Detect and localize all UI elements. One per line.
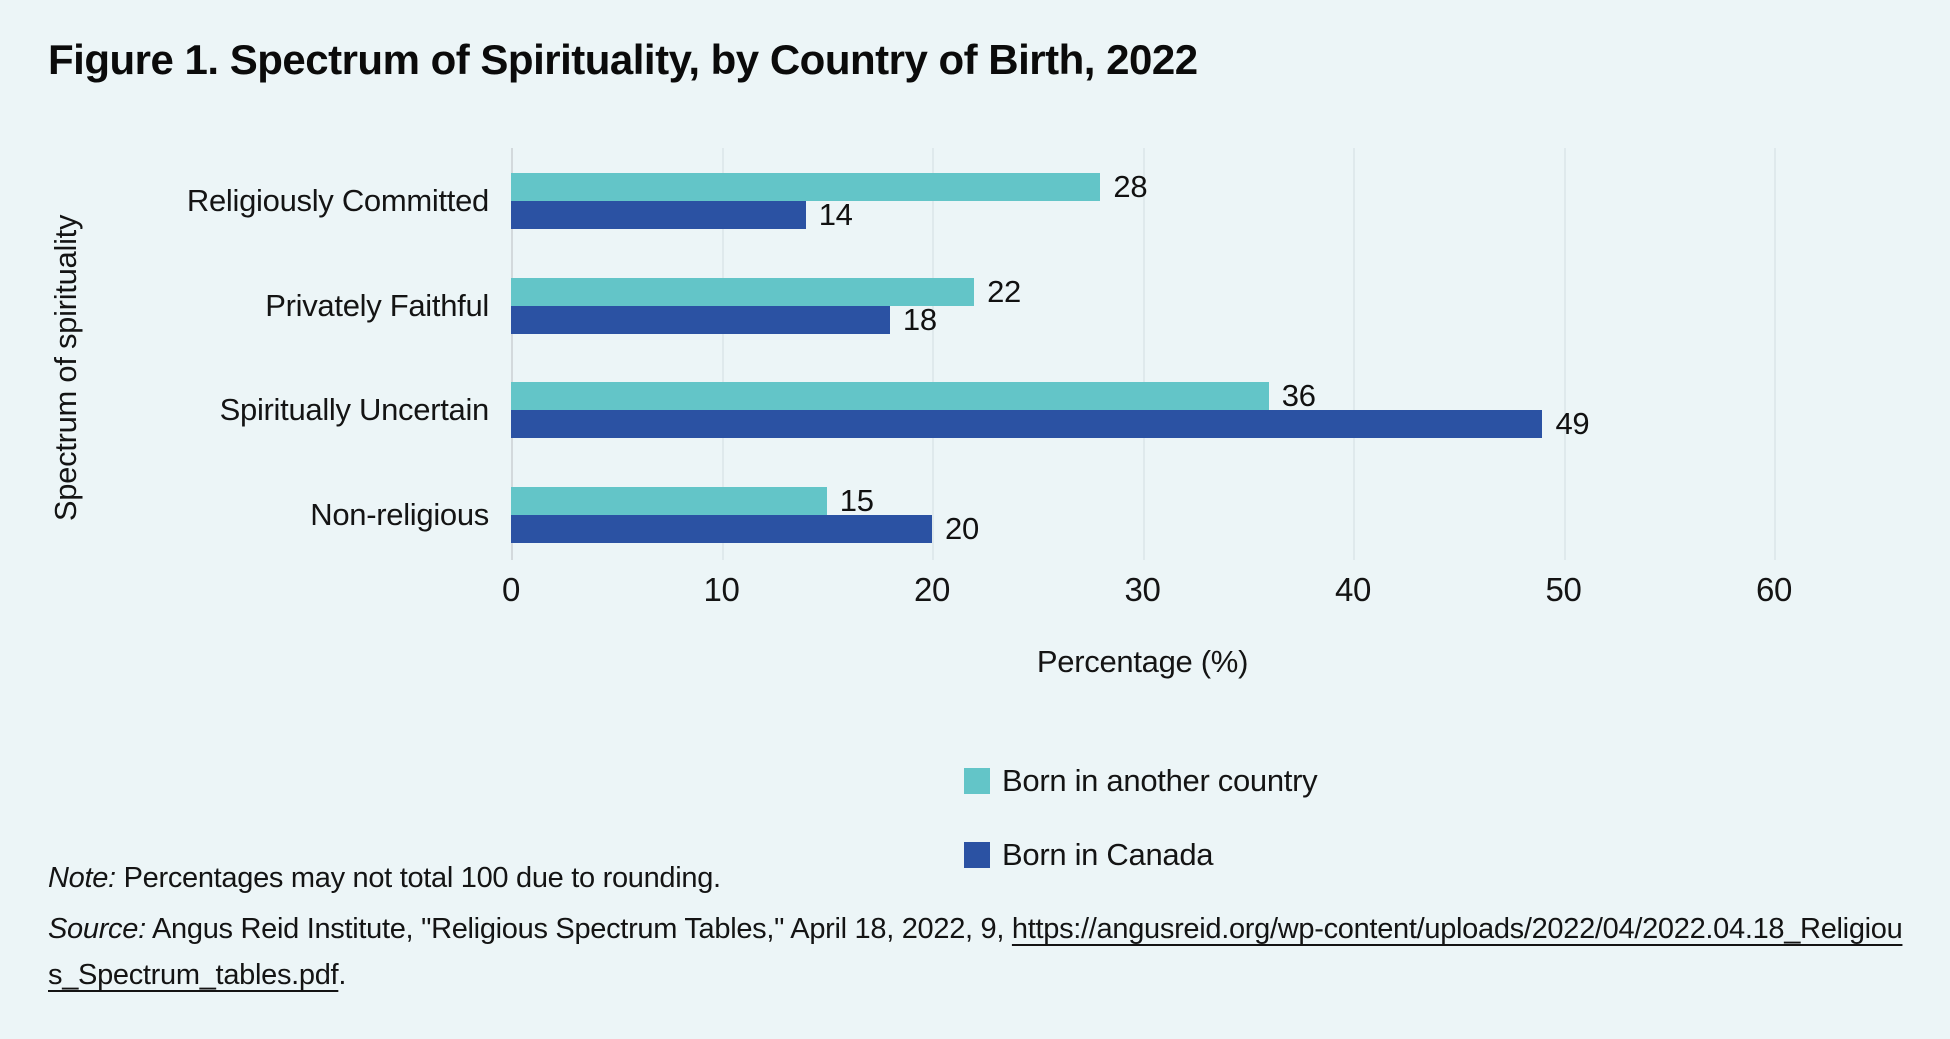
- grid-line: [1353, 148, 1355, 560]
- bar-segment: [511, 305, 890, 334]
- bar-value-label: 15: [839, 483, 874, 519]
- grid-line: [1774, 148, 1776, 560]
- x-tick-label: 20: [913, 571, 951, 608]
- x-tick-label: 40: [1334, 571, 1372, 608]
- legend-item: Born in Canada: [964, 832, 1317, 878]
- bar-segment: [511, 173, 1101, 201]
- note-text: Percentages may not total 100 due to rou…: [123, 862, 722, 894]
- y-axis-label: Spectrum of spirituality: [48, 214, 83, 522]
- legend-swatch: [964, 768, 990, 794]
- x-tick-label: 0: [501, 571, 521, 608]
- legend-label: Born in another country: [1002, 763, 1318, 798]
- category-label: Privately Faithful: [265, 287, 489, 323]
- bar-segment: [511, 201, 806, 229]
- category-label: Non-religious: [310, 497, 489, 533]
- plot-area: 28 14 22 18 36 49 15 20: [511, 148, 1905, 560]
- legend-item: Born in another country: [964, 758, 1318, 804]
- bar-value-label: 18: [902, 301, 937, 337]
- figure-note: Note: Percentages may not total 100 due …: [48, 862, 721, 895]
- figure-title: Figure 1. Spectrum of Spirituality, by C…: [48, 36, 1198, 83]
- bar-segment: [511, 515, 932, 544]
- chart-legend: Born in another country Born in Canada: [964, 758, 1318, 906]
- grid-line: [1563, 148, 1566, 560]
- legend-swatch: [964, 842, 990, 868]
- x-tick-label: 60: [1755, 571, 1793, 608]
- bar-value-label: 20: [945, 511, 979, 547]
- x-tick-label: 50: [1545, 571, 1582, 608]
- bar-segment: [511, 487, 827, 516]
- category-label: Spiritually Uncertain: [219, 392, 490, 428]
- grid-line: [721, 148, 724, 560]
- bar-segment: [511, 382, 1269, 411]
- x-tick-label: 30: [1124, 571, 1161, 608]
- source-period: .: [338, 959, 347, 991]
- legend-label: Born in Canada: [1002, 837, 1214, 872]
- x-axis-label: Percentage (%): [1036, 644, 1249, 679]
- bar-value-label: 49: [1555, 406, 1590, 442]
- bar-value-label: 36: [1281, 378, 1316, 414]
- bar-segment: [511, 277, 975, 306]
- y-axis-line: [511, 148, 513, 560]
- figure-source: Source: Angus Reid Institute, "Religious…: [48, 906, 1910, 998]
- grid-line: [1142, 148, 1145, 560]
- grid-line: [932, 148, 934, 560]
- source-label: Source:: [48, 913, 146, 945]
- bar-value-label: 14: [818, 197, 853, 232]
- x-tick-label: 10: [703, 571, 740, 608]
- note-label: Note:: [48, 862, 116, 894]
- bar-segment: [511, 410, 1543, 439]
- bar-value-label: 22: [987, 273, 1021, 309]
- source-text: Angus Reid Institute, "Religious Spectru…: [152, 913, 1005, 945]
- bar-value-label: 28: [1113, 169, 1148, 204]
- source-link[interactable]: https://angusreid.org/wp-content/uploads…: [48, 913, 1903, 991]
- category-label: Religiously Committed: [186, 183, 489, 218]
